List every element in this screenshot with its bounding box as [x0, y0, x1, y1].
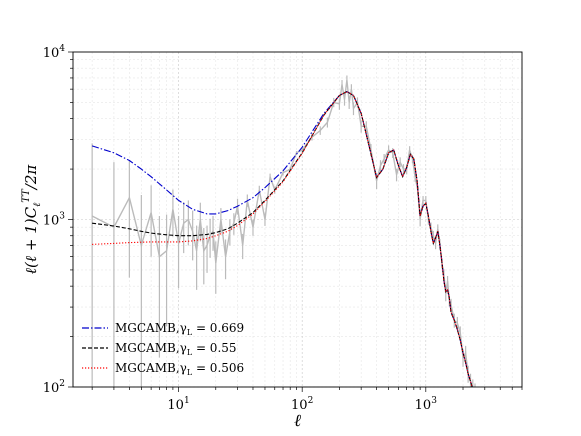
- minor-gridlines: [73, 52, 523, 387]
- x-tick-label: 102: [291, 396, 313, 413]
- y-tick-label: 102: [43, 379, 65, 396]
- y-tick-label: 104: [43, 44, 66, 61]
- axis-ticks: [68, 51, 523, 392]
- y-axis-label-sub: ℓ: [32, 203, 43, 207]
- legend: MGCAMB,γL = 0.669 MGCAMB,γL = 0.55 MGCAMB,…: [82, 321, 244, 377]
- axis-tick-labels: 101 102 103 102 103 104: [43, 44, 437, 413]
- legend-label: MGCAMB,γL = 0.55: [115, 341, 237, 357]
- y-tick-label: 103: [43, 212, 66, 229]
- x-axis-label: ℓ: [294, 411, 301, 431]
- legend-label: MGCAMB,γL = 0.506: [115, 361, 244, 377]
- y-axis-label: ℓ(ℓ + 1)CℓTT/2π: [21, 164, 43, 275]
- y-axis-label-tail: /2π: [22, 164, 40, 192]
- plot-area: [91, 75, 476, 387]
- legend-label: MGCAMB,γL = 0.669: [115, 321, 244, 337]
- x-tick-label: 101: [167, 396, 189, 413]
- model-series: [91, 90, 473, 387]
- y-axis-label-main: ℓ(ℓ + 1)C: [22, 206, 40, 274]
- y-axis-label-sup: TT: [21, 188, 32, 203]
- series-line: [92, 90, 473, 387]
- x-tick-label: 103: [415, 396, 438, 413]
